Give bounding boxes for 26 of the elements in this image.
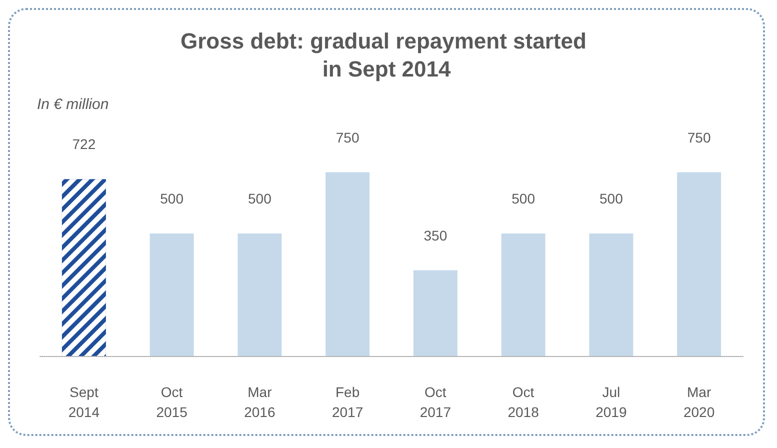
- bar: [150, 234, 194, 356]
- data-label: 350: [424, 227, 448, 244]
- data-label: 500: [248, 190, 272, 206]
- bar: [677, 172, 722, 356]
- x-tick-label: Oct 2015: [156, 384, 188, 420]
- x-tick-label: Sept 2014: [68, 384, 100, 420]
- data-label: 750: [687, 129, 711, 146]
- data-label: 500: [512, 190, 536, 206]
- chart-frame: Sept 2014 Oct 2015 Mar 2016 Feb 2017 Oct 2017 Oct 2018 Jul 2019 Mar 2020 722 500 500 750 350 500 500 750 Gross debt: gradual repayment started in Sept 2014 In € million: [8, 8, 765, 436]
- x-tick-label: Oct 2017: [420, 384, 452, 420]
- data-label: 500: [600, 190, 624, 206]
- bar: [501, 234, 546, 356]
- x-tick-label: Jul 2019: [596, 384, 627, 420]
- chart-title: Gross debt: gradual repayment started in Sept 2014: [180, 28, 592, 82]
- x-tick-label: Mar 2016: [244, 384, 276, 420]
- x-tick-label: Oct 2018: [508, 384, 540, 420]
- x-tick-label: Mar 2020: [683, 384, 715, 420]
- x-tick-label: Feb 2017: [332, 384, 364, 420]
- bar: [238, 234, 282, 356]
- data-label: 500: [160, 190, 184, 206]
- data-label: 750: [336, 129, 360, 146]
- chart-subtitle: In € million: [37, 96, 109, 113]
- data-label: 722: [72, 136, 96, 152]
- bar: [589, 234, 634, 356]
- bar: [326, 172, 370, 356]
- bar: [413, 270, 458, 356]
